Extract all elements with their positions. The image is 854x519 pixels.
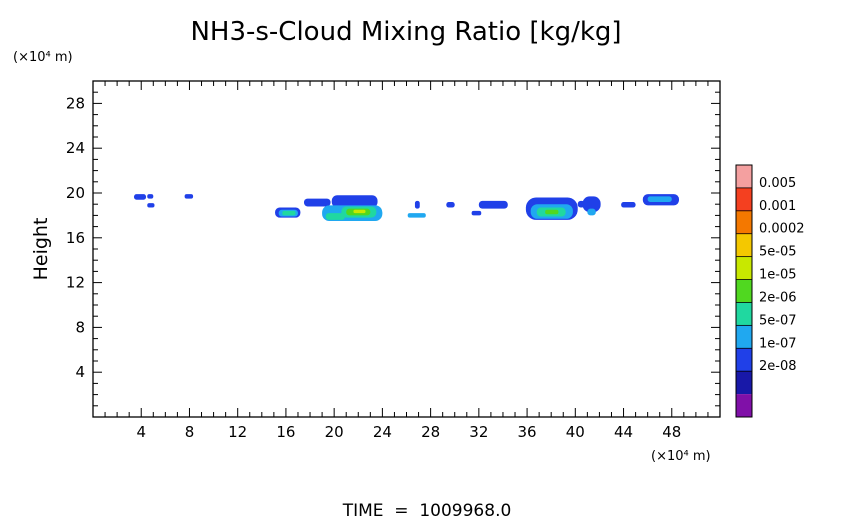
y-tick-label: 28: [66, 94, 85, 112]
x-tick-label: 24: [373, 423, 392, 441]
y-tick-label: 24: [66, 139, 85, 157]
colorbar-label: 0.001: [759, 199, 796, 214]
y-tick-label: 16: [66, 229, 85, 247]
x-tick-label: 32: [469, 423, 488, 441]
x-tick-label: 8: [185, 423, 195, 441]
x-tick-label: 40: [566, 423, 585, 441]
cloud-patch: [621, 201, 636, 208]
cloud-patch: [414, 200, 420, 209]
colorbar-swatch: [736, 394, 752, 417]
cloud-patch: [407, 213, 426, 218]
colorbar-swatch: [736, 233, 752, 257]
colorbar-swatch: [736, 256, 752, 280]
x-unit-label: (×10⁴ m): [651, 449, 711, 464]
cloud-patch: [587, 208, 596, 216]
colorbar: 0.005 0.001 0.0002 5e-05 1e-05 2e-06 5e-07 1e-0…: [735, 164, 805, 418]
chart-title: NH3-s-Cloud Mixing Ratio [kg/kg]: [190, 17, 621, 47]
y-unit-label: (×10⁴ m): [13, 50, 73, 65]
plot-frame: [92, 80, 721, 418]
cloud-patch: [353, 209, 366, 214]
cloud-patch: [325, 213, 346, 220]
colorbar-label: 5e-07: [759, 313, 797, 328]
cloud-patch: [582, 196, 601, 213]
colorbar-swatch: [736, 210, 752, 234]
x-tick-label: 16: [276, 423, 295, 441]
cloud-patch: [471, 210, 482, 216]
cloud-patch: [331, 195, 378, 208]
cloud-patch: [446, 201, 455, 208]
y-tick-label: 4: [75, 363, 85, 381]
cloud-patch: [147, 203, 155, 208]
colorbar-swatch: [736, 302, 752, 326]
x-tick-label: 4: [136, 423, 146, 441]
colorbar-swatch: [736, 348, 752, 372]
colorbar-label: 1e-07: [759, 336, 797, 351]
colorbar-label: 5e-05: [759, 245, 797, 260]
time-footer: TIME = 1009968.0: [342, 501, 512, 519]
x-tick-label: 48: [662, 423, 681, 441]
cloud-patch: [133, 194, 147, 200]
y-tick-label: 8: [75, 318, 85, 336]
colorbar-swatch: [736, 371, 752, 395]
cloud-patch: [304, 198, 331, 207]
colorbar-label: 2e-06: [759, 290, 797, 305]
colorbar-label: 1e-05: [759, 268, 797, 283]
x-tick-label: 20: [325, 423, 344, 441]
y-tick-label: 12: [66, 274, 85, 292]
x-tick-label: 28: [421, 423, 440, 441]
colorbar-swatch: [736, 279, 752, 303]
colorbar-swatch: [736, 187, 752, 211]
colorbar-swatch: [736, 325, 752, 349]
y-tick-label: 20: [66, 184, 85, 202]
colorbar-frame: [735, 164, 753, 418]
colorbar-label: 0.005: [759, 176, 796, 191]
y-axis-label: Height: [30, 218, 52, 281]
cloud-patch: [478, 200, 508, 209]
x-tick-label: 12: [228, 423, 247, 441]
x-axis: 4 8 12 16 20 24 28 32 36 40 44 48: [104, 81, 709, 441]
cloud-patch: [282, 210, 296, 216]
cloud-patch: [147, 194, 154, 199]
colorbar-swatch: [736, 165, 752, 188]
x-tick-label: 44: [614, 423, 633, 441]
y-axis: 4 8 12 16 20 24 28: [66, 91, 720, 407]
x-tick-label: 36: [518, 423, 537, 441]
colorbar-label: 0.0002: [759, 222, 805, 237]
cloud-patch: [545, 209, 559, 215]
cloud-field: [133, 194, 680, 221]
colorbar-label: 2e-08: [759, 359, 797, 374]
cloud-patch: [184, 194, 194, 199]
cloud-patch: [647, 196, 672, 202]
